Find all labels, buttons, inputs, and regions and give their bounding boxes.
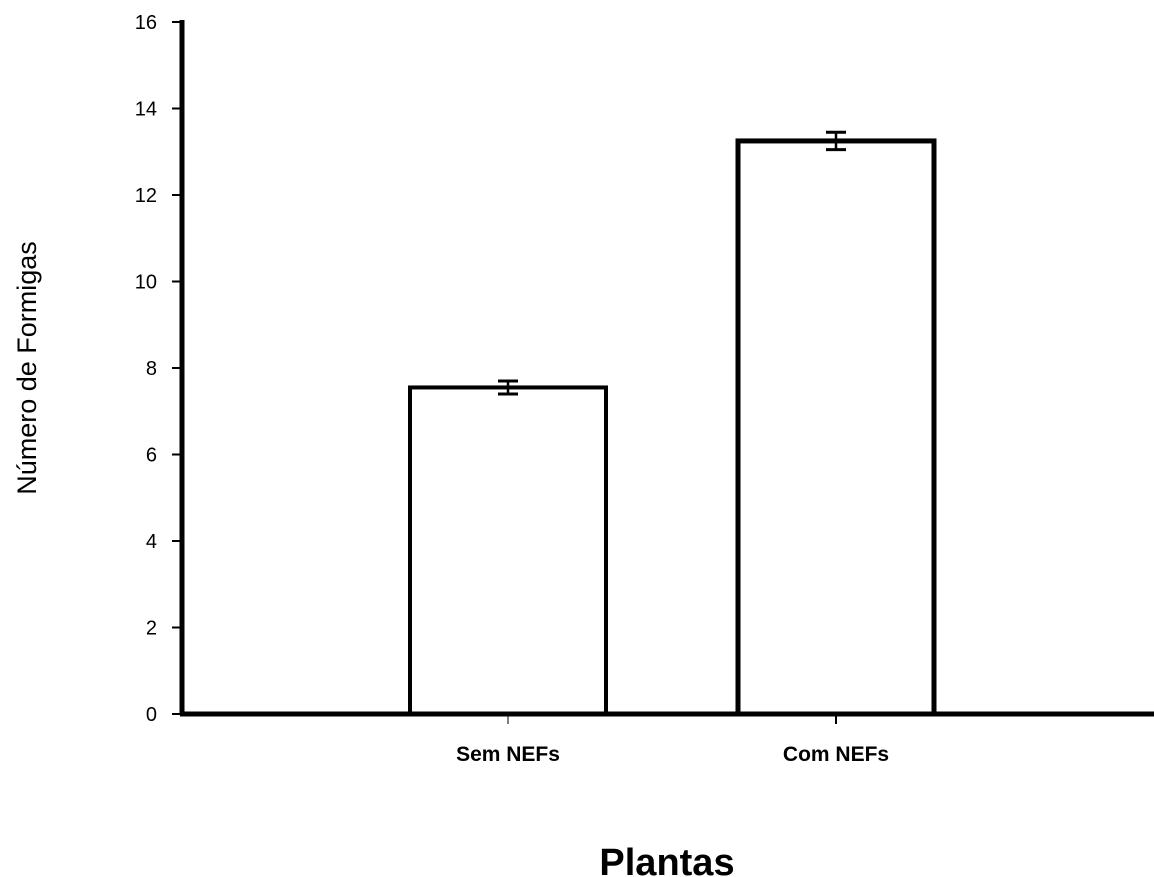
error-bar	[826, 130, 846, 152]
error-bars-layer	[498, 130, 846, 396]
y-tick-label: 16	[135, 12, 157, 34]
y-ticks-layer: 0 2 4 6 8 10 12 14 16	[135, 12, 182, 726]
category-label: Com NEFs	[783, 743, 889, 766]
bar	[735, 138, 937, 717]
y-tick-label: 12	[135, 185, 157, 207]
y-tick-label: 0	[146, 704, 157, 726]
x-ticks-layer: Sem NEFs Com NEFs	[456, 714, 889, 766]
bars-layer	[408, 138, 937, 717]
error-bar	[498, 379, 518, 396]
y-axis-label: Número de Formigas	[12, 241, 42, 495]
y-tick-label: 14	[135, 99, 157, 121]
y-tick-label: 6	[146, 445, 157, 467]
y-tick-label: 4	[146, 531, 157, 553]
x-axis-label: Plantas	[599, 842, 734, 877]
y-tick-label: 10	[135, 272, 157, 294]
y-tick-label: 2	[146, 618, 157, 640]
y-tick-label: 8	[146, 358, 157, 380]
bar	[408, 385, 608, 716]
category-label: Sem NEFs	[456, 743, 560, 766]
